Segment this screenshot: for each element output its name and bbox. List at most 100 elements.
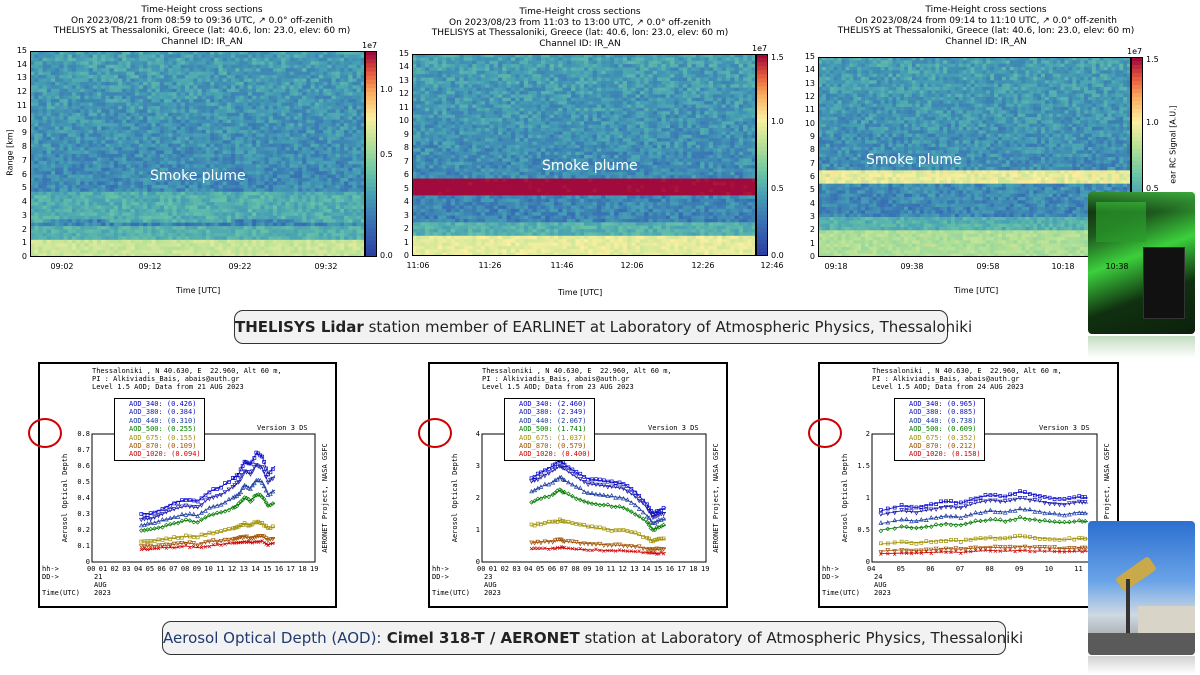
heatmap-cell	[243, 105, 249, 110]
heatmap-cell	[251, 236, 257, 241]
heatmap-cell	[201, 136, 207, 141]
heatmap-cell	[143, 109, 148, 114]
heatmap-cell	[318, 215, 324, 220]
colorbar-step	[365, 51, 377, 56]
heatmap-cell	[130, 195, 136, 200]
heatmap-cell	[226, 253, 232, 257]
heatmap-cell	[97, 143, 102, 148]
heatmap-cell	[126, 160, 131, 165]
heatmap-cell	[59, 129, 64, 134]
heatmap-cell	[327, 188, 332, 193]
heatmap-cell	[344, 147, 349, 151]
heatmap-cell	[92, 140, 98, 145]
heatmap-cell	[247, 174, 253, 179]
heatmap-cell	[59, 208, 64, 213]
heatmap-cell	[231, 154, 236, 158]
heatmap-cell	[323, 191, 328, 196]
heatmap-cell	[264, 51, 270, 55]
heatmap-cell	[314, 136, 320, 141]
heatmap-cell	[80, 236, 85, 241]
heatmap-cell	[277, 157, 282, 162]
heatmap-cell	[201, 191, 207, 196]
heatmap-cell	[42, 208, 48, 213]
heatmap-cell	[184, 109, 190, 114]
heatmap-cell	[122, 229, 127, 234]
heatmap-cell	[331, 178, 337, 182]
heatmap-cell	[59, 188, 64, 193]
heatmap-cell	[59, 99, 64, 103]
heatmap-cell	[281, 99, 286, 103]
heatmap-cell	[260, 136, 265, 141]
heatmap-cell	[172, 236, 177, 241]
heatmap-cell	[339, 181, 345, 186]
heatmap-cell	[176, 202, 182, 206]
heatmap-cell	[180, 154, 186, 158]
heatmap-cell	[251, 191, 257, 196]
heatmap-cell	[30, 239, 35, 244]
colorbar-step	[365, 195, 377, 200]
heatmap-cell	[201, 239, 207, 244]
heatmap-cell	[298, 57, 303, 62]
smoke-plume-label: Smoke plume	[150, 168, 246, 184]
heatmap-cell	[335, 140, 341, 145]
heatmap-cell	[164, 202, 169, 206]
heatmap-cell	[264, 68, 270, 72]
heatmap-cell	[247, 133, 253, 138]
heatmap-cell	[210, 164, 215, 169]
heatmap-cell	[193, 208, 198, 213]
heatmap-cell	[314, 150, 320, 155]
heatmap-cell	[247, 222, 253, 227]
heatmap-cell	[172, 246, 177, 251]
heatmap-cell	[67, 95, 73, 100]
heatmap-cell	[285, 78, 291, 83]
heatmap-cell	[42, 92, 48, 97]
heatmap-cell	[344, 171, 349, 175]
heatmap-cell	[97, 95, 102, 100]
heatmap-cell	[318, 51, 324, 55]
heatmap-cell	[84, 178, 90, 182]
heatmap-cell	[46, 198, 52, 203]
heatmap-cell	[38, 215, 43, 220]
heatmap-cell	[34, 81, 39, 86]
heatmap-cell	[298, 181, 303, 186]
heatmap-cell	[323, 88, 328, 93]
heatmap-cell	[176, 147, 182, 151]
heatmap-cell	[159, 236, 165, 241]
heatmap-cell	[218, 133, 224, 138]
heatmap-cell	[42, 229, 48, 234]
heatmap-cell	[256, 126, 261, 131]
heatmap-cell	[84, 208, 90, 213]
heatmap-cell	[126, 198, 131, 203]
heatmap-cell	[549, 54, 555, 58]
heatmap-cell	[239, 243, 244, 248]
heatmap-cell	[193, 184, 198, 189]
heatmap-cell	[251, 195, 257, 200]
heatmap-cell	[151, 92, 157, 97]
heatmap-cell	[247, 136, 253, 141]
heatmap-cell	[143, 54, 148, 59]
heatmap-cell	[247, 246, 253, 251]
heatmap-cell	[80, 95, 85, 100]
heatmap-cell	[281, 92, 286, 97]
heatmap-cell	[180, 92, 186, 97]
heatmap-cell	[101, 164, 106, 169]
heatmap-cell	[172, 133, 177, 138]
heatmap-cell	[168, 191, 173, 196]
heatmap-cell	[214, 160, 219, 165]
heatmap-cell	[306, 250, 311, 254]
heatmap-cell	[184, 71, 190, 76]
heatmap-cell	[105, 99, 110, 103]
heatmap-cell	[314, 164, 320, 169]
heatmap-cell	[293, 195, 299, 200]
heatmap-cell	[34, 191, 39, 196]
heatmap-cell	[59, 143, 64, 148]
heatmap-cell	[285, 150, 291, 155]
heatmap-cell	[318, 54, 324, 59]
heatmap-cell	[356, 232, 362, 237]
heatmap-cell	[134, 57, 140, 62]
heatmap-cell	[193, 116, 198, 121]
heatmap-cell	[197, 236, 203, 241]
heatmap-cell	[285, 222, 291, 227]
heatmap-cell	[277, 51, 282, 55]
heatmap-cell	[285, 116, 291, 121]
